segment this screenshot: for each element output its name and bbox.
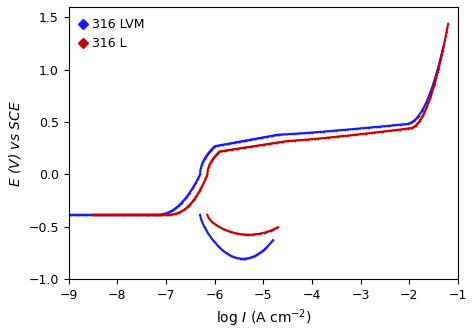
Legend: 316 LVM, 316 L: 316 LVM, 316 L: [75, 13, 150, 55]
X-axis label: log $I$ (A cm$^{-2}$): log $I$ (A cm$^{-2}$): [216, 307, 311, 329]
Y-axis label: $E$ (V) vs SCE: $E$ (V) vs SCE: [7, 99, 23, 186]
